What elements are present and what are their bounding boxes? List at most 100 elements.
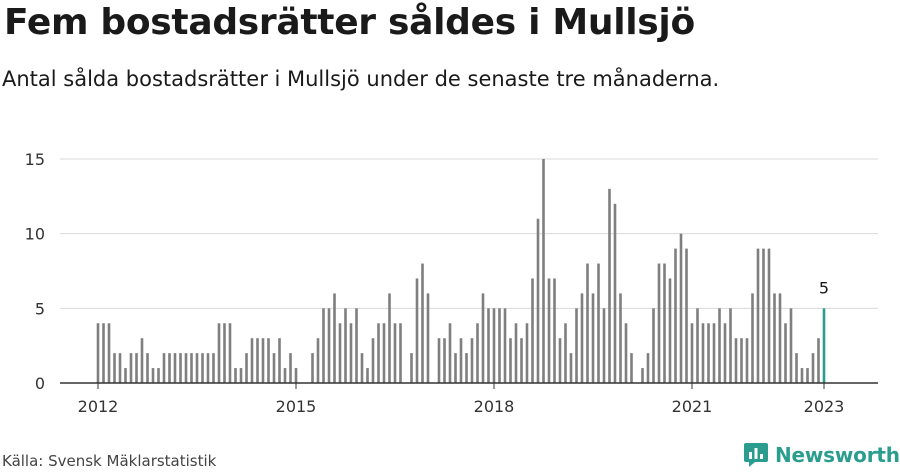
bar — [421, 263, 424, 383]
bar — [162, 353, 166, 383]
bar — [426, 293, 430, 383]
bar — [151, 368, 155, 383]
bar — [289, 353, 292, 383]
bar — [481, 293, 485, 383]
bar — [536, 218, 540, 383]
bar — [789, 308, 793, 383]
bar — [641, 368, 644, 383]
bar — [806, 368, 809, 383]
y-tick-label: 15 — [25, 150, 45, 169]
bar — [250, 338, 254, 383]
bar — [652, 308, 655, 383]
bar — [360, 353, 364, 383]
bar — [608, 188, 611, 383]
bar — [410, 353, 413, 383]
y-tick-label: 0 — [35, 374, 45, 393]
bar-highlight — [822, 308, 826, 383]
bar — [465, 353, 468, 383]
bar — [184, 353, 188, 383]
bar — [679, 233, 683, 383]
bar — [201, 353, 204, 383]
bar — [212, 353, 215, 383]
bar — [729, 308, 732, 383]
bar — [751, 293, 754, 383]
bar — [668, 278, 672, 383]
bar — [146, 353, 149, 383]
bar — [773, 293, 776, 383]
bar — [817, 338, 820, 383]
bar — [657, 263, 661, 383]
bar — [283, 368, 287, 383]
bar — [492, 308, 496, 383]
bar — [575, 308, 578, 383]
bar — [580, 293, 584, 383]
bar — [591, 293, 595, 383]
bar — [173, 353, 177, 383]
bar — [470, 338, 474, 383]
bar — [223, 323, 226, 383]
highlight-value-label: 5 — [819, 278, 829, 297]
bar — [338, 323, 342, 383]
bar — [723, 323, 727, 383]
bar — [140, 338, 144, 383]
bar — [542, 159, 545, 383]
bar — [245, 353, 248, 383]
bar — [228, 323, 232, 383]
bar — [767, 248, 771, 383]
bar — [206, 353, 210, 383]
bar — [124, 368, 127, 383]
bar — [619, 293, 622, 383]
bar — [454, 353, 457, 383]
bar — [316, 338, 320, 383]
bar — [179, 353, 182, 383]
bar — [762, 248, 765, 383]
bar — [294, 368, 298, 383]
bar — [388, 293, 391, 383]
bar — [498, 308, 501, 383]
bar — [168, 353, 171, 383]
bar — [327, 308, 331, 383]
bar — [558, 338, 562, 383]
bar — [195, 353, 199, 383]
bar — [366, 368, 369, 383]
bar — [811, 353, 815, 383]
chart-subtitle: Antal sålda bostadsrätter i Mullsjö unde… — [2, 67, 720, 91]
newsworthy-logo[interactable]: Newsworthy — [744, 443, 900, 467]
bar — [525, 323, 529, 383]
bar — [646, 353, 650, 383]
bar — [740, 338, 743, 383]
bar — [415, 278, 419, 383]
bar — [734, 338, 738, 383]
bar — [707, 323, 710, 383]
bar — [553, 278, 556, 383]
x-tick-label: 2012 — [78, 397, 119, 416]
bar — [514, 323, 518, 383]
bar — [784, 323, 787, 383]
bar — [674, 248, 677, 383]
bar — [278, 338, 281, 383]
bar — [459, 338, 463, 383]
bar — [355, 308, 358, 383]
bar — [272, 353, 276, 383]
bar — [630, 353, 633, 383]
bar — [443, 338, 446, 383]
x-tick-label: 2018 — [474, 397, 515, 416]
bar — [613, 203, 617, 383]
chart-title: Fem bostadsrätter såldes i Mullsjö — [4, 2, 695, 43]
x-tick-label: 2023 — [804, 397, 845, 416]
bar — [624, 323, 628, 383]
bar — [129, 353, 133, 383]
bar — [190, 353, 193, 383]
bar — [800, 368, 804, 383]
bar — [371, 338, 375, 383]
newsworthy-logo-icon — [744, 443, 768, 467]
bar — [718, 308, 721, 383]
bar — [756, 248, 760, 383]
bar — [256, 338, 259, 383]
bar — [701, 323, 705, 383]
bar — [349, 323, 353, 383]
source-note: Källa: Svensk Mäklarstatistik — [2, 452, 217, 470]
bar — [399, 323, 402, 383]
bar — [118, 353, 122, 383]
bar — [311, 353, 314, 383]
